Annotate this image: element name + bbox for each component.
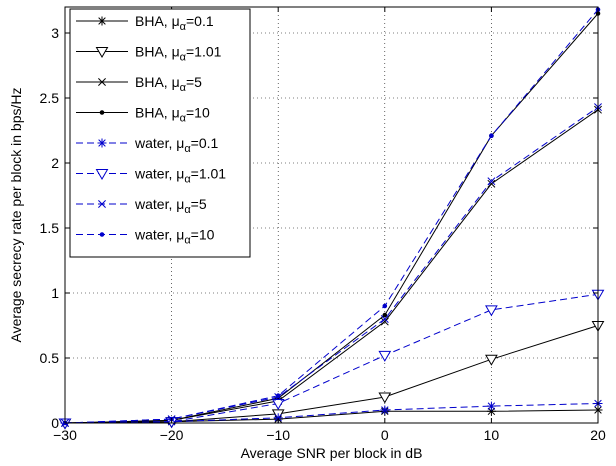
- legend-marker: [99, 110, 105, 115]
- legend-entry: BHA, μα=10: [76, 105, 210, 125]
- x-tick-label: −20: [160, 427, 184, 443]
- legend-entry: water, μα=10: [76, 227, 215, 247]
- data-point: [382, 303, 388, 309]
- legend-marker: [95, 47, 109, 58]
- y-tick-label: 1: [51, 285, 59, 301]
- plot-area-frame: [64, 6, 599, 424]
- legend-label: water, μα=1.01: [134, 166, 226, 186]
- x-tick-label: 0: [381, 427, 389, 443]
- series-path: [64, 9, 599, 424]
- series-line-2: [58, 321, 605, 430]
- y-tick-label: 0: [51, 415, 59, 431]
- data-point: [485, 305, 498, 317]
- legend-label: water, μα=0.1: [134, 135, 219, 155]
- legend-entry: water, μα=1.01: [76, 166, 226, 186]
- data-point: [378, 392, 392, 404]
- legend-label: water, μα=10: [134, 227, 215, 247]
- legend-entry: water, μα=0.1: [76, 135, 219, 155]
- legend-marker: [98, 78, 106, 86]
- data-point: [378, 350, 392, 362]
- data-point: [486, 401, 496, 411]
- x-tick-label: −30: [53, 427, 77, 443]
- data-point: [487, 179, 496, 188]
- legend-entry: BHA, μα=1.01: [76, 44, 222, 64]
- legend-entry: water, μα=5: [76, 196, 207, 216]
- legend-marker: [98, 200, 106, 208]
- legend-entry: BHA, μα=5: [76, 74, 202, 94]
- y-tick-label: 3: [51, 25, 59, 41]
- legend-marker: [97, 16, 107, 26]
- legend-label: water, μα=5: [134, 196, 207, 216]
- series-path: [64, 293, 599, 424]
- legend-label: BHA, μα=0.1: [135, 13, 214, 33]
- data-point: [487, 177, 496, 186]
- y-tick-label: 0.5: [40, 350, 60, 366]
- x-tick-label: 10: [484, 427, 500, 443]
- data-point: [380, 315, 389, 323]
- legend-marker: [97, 138, 107, 148]
- legend-label: BHA, μα=1.01: [135, 44, 222, 64]
- y-tick-label: 1.5: [40, 220, 60, 236]
- legend: BHA, μα=0.1 BHA, μα=1.01 BHA, μα=5 BHA, μα=…: [69, 8, 251, 258]
- y-tick-label: 2.5: [40, 90, 60, 106]
- data-point: [271, 399, 285, 410]
- x-tick-label: −10: [266, 427, 290, 443]
- data-point: [485, 354, 498, 366]
- x-tick-label: 20: [590, 427, 606, 443]
- legend-label: BHA, μα=5: [135, 74, 202, 94]
- legend-label: BHA, μα=10: [135, 105, 210, 125]
- axis-ticks: −30 −20 −10 0 10 20 0 0.5 1 1.5 2 2.5 3: [40, 7, 606, 443]
- data-point: [380, 317, 389, 326]
- y-axis-title: Average secrecy rate per block in bps/Hz: [8, 88, 24, 343]
- data-point: [382, 312, 388, 318]
- series-line-1: [60, 405, 603, 428]
- data-point: [275, 393, 281, 399]
- data-point: [489, 133, 494, 138]
- legend-entry: BHA, μα=0.1: [76, 13, 214, 33]
- y-tick-label: 2: [51, 155, 59, 171]
- legend-marker: [95, 169, 109, 180]
- legend-marker: [99, 232, 105, 237]
- data-point: [380, 405, 390, 415]
- series-path: [64, 325, 599, 424]
- series-line-6: [58, 289, 605, 430]
- x-axis-title: Average SNR per block in dB: [241, 445, 423, 461]
